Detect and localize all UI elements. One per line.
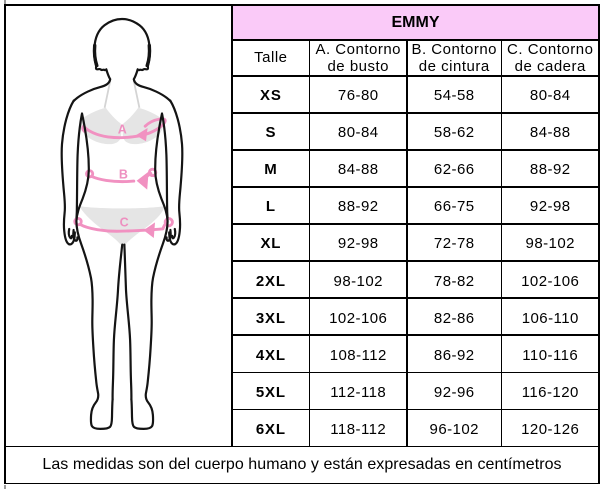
svg-text:C: C [120,216,129,230]
svg-text:B: B [119,167,128,181]
svg-text:A: A [118,122,127,136]
